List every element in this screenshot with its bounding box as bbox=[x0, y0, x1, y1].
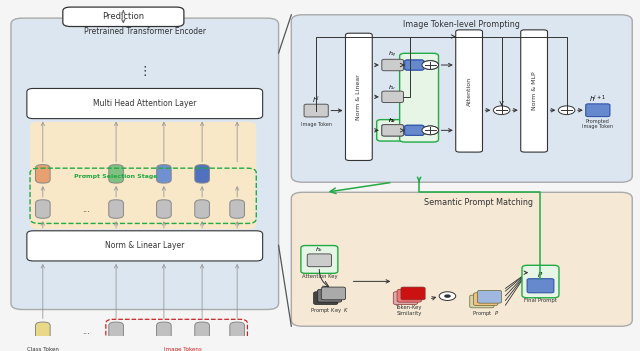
Text: Prompt  $P$: Prompt $P$ bbox=[472, 309, 499, 318]
Text: Semantic Prompt Matching: Semantic Prompt Matching bbox=[424, 198, 533, 207]
FancyBboxPatch shape bbox=[522, 265, 559, 298]
Text: Image Token: Image Token bbox=[301, 122, 332, 127]
FancyBboxPatch shape bbox=[474, 293, 498, 305]
FancyBboxPatch shape bbox=[401, 287, 425, 300]
Text: $P_k$: $P_k$ bbox=[428, 126, 436, 135]
FancyBboxPatch shape bbox=[30, 122, 256, 229]
FancyBboxPatch shape bbox=[346, 33, 372, 160]
FancyBboxPatch shape bbox=[586, 104, 610, 117]
Text: Prompted
Image Token: Prompted Image Token bbox=[582, 119, 613, 130]
FancyBboxPatch shape bbox=[35, 165, 50, 183]
FancyBboxPatch shape bbox=[394, 292, 417, 304]
Text: Token-Key
Similarity: Token-Key Similarity bbox=[396, 305, 422, 316]
FancyBboxPatch shape bbox=[291, 192, 632, 326]
Text: $h^l$: $h^l$ bbox=[312, 94, 320, 106]
Circle shape bbox=[558, 106, 575, 114]
FancyBboxPatch shape bbox=[382, 125, 403, 136]
FancyBboxPatch shape bbox=[470, 295, 494, 308]
FancyBboxPatch shape bbox=[317, 290, 342, 302]
Text: $h_k$: $h_k$ bbox=[388, 116, 397, 125]
FancyBboxPatch shape bbox=[477, 290, 502, 303]
FancyBboxPatch shape bbox=[307, 254, 332, 267]
Text: ⋮: ⋮ bbox=[138, 65, 151, 78]
Text: $h_k$: $h_k$ bbox=[315, 245, 324, 254]
Circle shape bbox=[422, 126, 438, 135]
FancyBboxPatch shape bbox=[397, 290, 421, 302]
FancyBboxPatch shape bbox=[456, 30, 483, 152]
Circle shape bbox=[422, 61, 438, 69]
Text: Prediction: Prediction bbox=[102, 12, 145, 21]
Text: $h_v$: $h_v$ bbox=[388, 83, 397, 92]
Text: Norm & MLP: Norm & MLP bbox=[532, 72, 536, 110]
FancyBboxPatch shape bbox=[109, 165, 124, 183]
Text: Final Prompt: Final Prompt bbox=[524, 298, 557, 303]
FancyBboxPatch shape bbox=[157, 322, 172, 340]
Text: Norm & Linear: Norm & Linear bbox=[356, 74, 362, 120]
Text: Attention Key: Attention Key bbox=[301, 274, 337, 279]
FancyBboxPatch shape bbox=[27, 231, 262, 261]
Text: Norm & Linear Layer: Norm & Linear Layer bbox=[105, 241, 184, 250]
Text: $P_q$: $P_q$ bbox=[428, 60, 436, 70]
FancyBboxPatch shape bbox=[63, 7, 184, 27]
Text: ...: ... bbox=[82, 205, 90, 213]
Text: Multi Head Attention Layer: Multi Head Attention Layer bbox=[93, 99, 196, 108]
Text: Pretrained Transformer Encoder: Pretrained Transformer Encoder bbox=[84, 27, 206, 36]
Text: Attention: Attention bbox=[467, 77, 472, 106]
FancyBboxPatch shape bbox=[195, 322, 209, 340]
Circle shape bbox=[439, 292, 456, 300]
FancyBboxPatch shape bbox=[382, 125, 403, 136]
Text: Image Token-level Prompting: Image Token-level Prompting bbox=[403, 20, 520, 29]
Text: Class Token: Class Token bbox=[27, 347, 59, 351]
FancyBboxPatch shape bbox=[404, 125, 424, 135]
FancyBboxPatch shape bbox=[382, 91, 403, 102]
FancyBboxPatch shape bbox=[109, 200, 124, 218]
FancyBboxPatch shape bbox=[230, 200, 244, 218]
FancyBboxPatch shape bbox=[291, 15, 632, 182]
Circle shape bbox=[493, 106, 510, 114]
FancyBboxPatch shape bbox=[399, 53, 438, 142]
Circle shape bbox=[444, 294, 451, 298]
FancyBboxPatch shape bbox=[230, 322, 244, 340]
Text: ...: ... bbox=[82, 170, 90, 178]
Text: $h_q$: $h_q$ bbox=[388, 50, 397, 60]
FancyBboxPatch shape bbox=[11, 18, 278, 310]
Circle shape bbox=[422, 61, 438, 69]
FancyBboxPatch shape bbox=[195, 200, 209, 218]
FancyBboxPatch shape bbox=[109, 322, 124, 340]
Text: $P$: $P$ bbox=[538, 270, 543, 279]
FancyBboxPatch shape bbox=[321, 287, 346, 300]
FancyBboxPatch shape bbox=[521, 30, 547, 152]
FancyBboxPatch shape bbox=[27, 88, 262, 119]
Text: $h^{l+1}$: $h^{l+1}$ bbox=[589, 93, 606, 105]
FancyBboxPatch shape bbox=[377, 120, 408, 141]
FancyBboxPatch shape bbox=[304, 104, 328, 117]
FancyBboxPatch shape bbox=[157, 165, 172, 183]
FancyBboxPatch shape bbox=[35, 322, 50, 340]
FancyBboxPatch shape bbox=[157, 200, 172, 218]
FancyBboxPatch shape bbox=[382, 59, 403, 71]
Text: Prompt Key  $K$: Prompt Key $K$ bbox=[310, 306, 349, 315]
Text: $P_q$: $P_q$ bbox=[428, 60, 436, 70]
FancyBboxPatch shape bbox=[35, 200, 50, 218]
FancyBboxPatch shape bbox=[527, 279, 554, 293]
FancyBboxPatch shape bbox=[314, 292, 338, 304]
Text: $h_k$: $h_k$ bbox=[388, 116, 397, 125]
FancyBboxPatch shape bbox=[301, 246, 338, 273]
FancyBboxPatch shape bbox=[404, 125, 424, 135]
Text: Prompt Selection Stage: Prompt Selection Stage bbox=[74, 174, 158, 179]
Text: ...: ... bbox=[82, 327, 90, 336]
FancyBboxPatch shape bbox=[404, 60, 424, 70]
Circle shape bbox=[422, 126, 438, 135]
FancyBboxPatch shape bbox=[195, 165, 209, 183]
Text: Image Tokens: Image Tokens bbox=[164, 347, 202, 351]
FancyBboxPatch shape bbox=[404, 60, 424, 70]
Text: $P_k$: $P_k$ bbox=[428, 126, 436, 135]
